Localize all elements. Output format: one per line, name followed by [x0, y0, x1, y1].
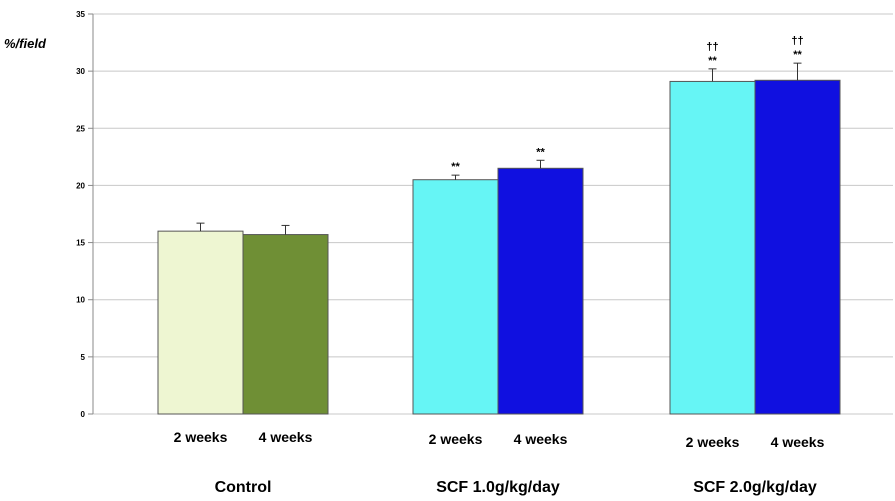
bar [157, 230, 244, 415]
significance-mark: ** [451, 161, 460, 173]
y-tick-label: 5 [81, 353, 86, 362]
significance-mark: ** [793, 49, 802, 61]
x-axis-labels: 2 weeks 4 weeks Control 2 weeks 4 weeks SCF 1… [174, 429, 825, 496]
significance-mark: †† [706, 41, 718, 53]
y-tick-label: 20 [76, 181, 85, 190]
y-tick-label: 35 [76, 10, 85, 19]
bar-label: 2 weeks [429, 431, 483, 447]
y-tick-label: 0 [81, 410, 86, 419]
bar-label: 4 weeks [771, 434, 825, 450]
y-tick-label: 10 [76, 296, 85, 305]
bar [242, 234, 329, 415]
bar-label: 4 weeks [259, 429, 313, 445]
group-label: SCF 1.0g/kg/day [436, 479, 560, 496]
bar [412, 179, 499, 415]
bar-label: 2 weeks [686, 434, 740, 450]
bar [669, 80, 756, 415]
y-axis-label: %/field [4, 36, 47, 51]
significance-mark: ** [708, 55, 717, 67]
bar-label: 2 weeks [174, 429, 228, 445]
significance-mark: ** [536, 146, 545, 158]
y-tick-label: 30 [76, 67, 85, 76]
y-axis: 0 5 10 15 20 25 30 35 [76, 10, 94, 419]
y-tick-label: 25 [76, 124, 85, 133]
y-tick-label: 15 [76, 239, 85, 248]
bars: ** ** ** †† ** †† [157, 35, 841, 415]
bar [497, 167, 584, 415]
bar-label: 4 weeks [514, 431, 568, 447]
bar [754, 79, 841, 415]
significance-mark: †† [791, 35, 803, 47]
group-label: Control [215, 479, 272, 496]
group-label: SCF 2.0g/kg/day [693, 479, 817, 496]
